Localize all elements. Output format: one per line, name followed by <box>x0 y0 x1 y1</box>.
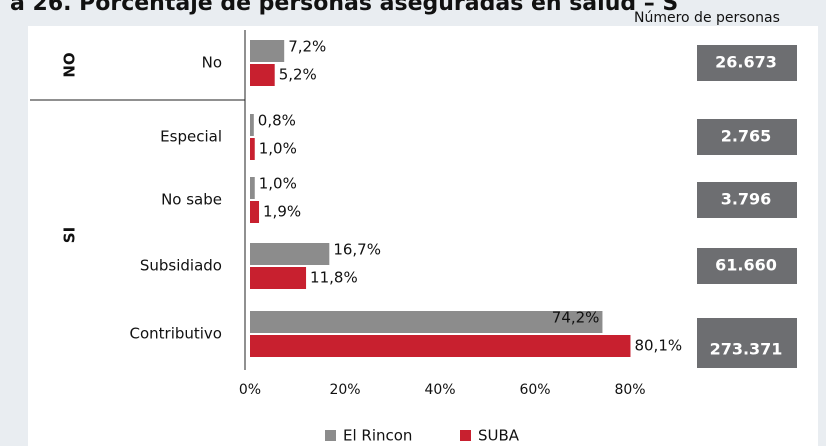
bar <box>250 177 255 199</box>
value-label: 80,1% <box>634 337 682 355</box>
value-label: 5,2% <box>279 66 317 84</box>
count-label: 61.660 <box>715 256 777 275</box>
category-label: Subsidiado <box>140 257 222 275</box>
value-label: 7,2% <box>288 38 326 56</box>
count-box <box>697 45 797 81</box>
count-box <box>697 119 797 155</box>
value-label: 11,8% <box>310 269 358 287</box>
legend-label: El Rincon <box>343 427 412 445</box>
value-label: 16,7% <box>333 241 381 259</box>
bar <box>250 64 275 86</box>
category-label: No sabe <box>161 191 222 209</box>
category-label: Especial <box>160 128 222 146</box>
category-label: Contributivo <box>129 325 222 343</box>
legend-swatch <box>460 430 471 441</box>
x-tick-label: 40% <box>424 382 455 398</box>
value-label: 1,0% <box>259 140 297 158</box>
category-label: No <box>202 54 222 72</box>
value-label: 0,8% <box>258 112 296 130</box>
x-tick-label: 20% <box>329 382 360 398</box>
bar <box>250 138 255 160</box>
bar <box>250 114 254 136</box>
counts-title: Número de personas <box>634 10 780 26</box>
chart-title: a 26. Porcentaje de personas aseguradas … <box>10 0 678 16</box>
count-box <box>697 182 797 218</box>
bar <box>250 267 307 289</box>
legend-swatch <box>325 430 336 441</box>
bar <box>250 243 330 265</box>
x-tick-label: 80% <box>614 382 645 398</box>
count-label: 3.796 <box>721 190 772 209</box>
x-tick-label: 0% <box>239 382 261 398</box>
count-label: 273.371 <box>710 340 783 359</box>
value-label: 1,9% <box>263 203 301 221</box>
value-label: 74,2% <box>552 309 600 327</box>
count-box <box>697 318 797 368</box>
legend-label: SUBA <box>478 427 520 445</box>
group-label: SI <box>61 227 79 243</box>
bar <box>250 201 260 223</box>
bar <box>250 311 603 333</box>
group-label: NO <box>61 52 79 77</box>
count-label: 26.673 <box>715 53 777 72</box>
x-tick-label: 60% <box>519 382 550 398</box>
bar <box>250 335 631 357</box>
count-box <box>697 248 797 284</box>
bar <box>250 40 285 62</box>
chart-background <box>28 26 818 446</box>
value-label: 1,0% <box>259 175 297 193</box>
count-label: 2.765 <box>721 127 772 146</box>
